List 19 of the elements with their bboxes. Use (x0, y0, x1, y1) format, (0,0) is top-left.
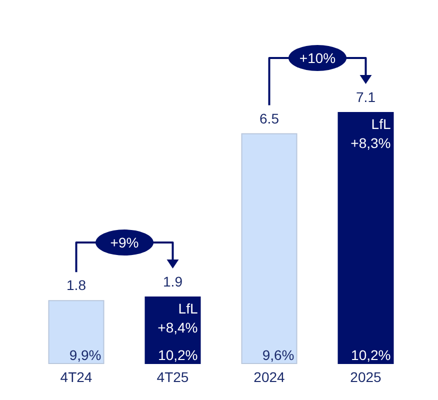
annotation: 9,6% (262, 347, 294, 363)
x-tick-label: 2025 (350, 369, 382, 385)
bar (338, 112, 394, 364)
text: +10% (299, 50, 336, 66)
annotation: LfL +8,4% (158, 300, 198, 336)
annotation: 10,2% (351, 347, 391, 363)
data-label: 7.1 (356, 88, 376, 105)
annotation: 10,2% (158, 347, 198, 363)
x-tick-label: 2024 (254, 369, 286, 385)
bar (48, 300, 104, 364)
annotation: +9% (110, 234, 139, 251)
data-label: 1.9 (163, 274, 183, 290)
annotation: LfL +8,3% (350, 116, 391, 151)
x-tick-label: 4T25 (156, 369, 189, 385)
bar (241, 133, 298, 364)
x-tick-label: 4T24 (60, 369, 92, 385)
data-label: 1.8 (66, 277, 86, 294)
data-label: 6.5 (260, 110, 280, 126)
annotation: 9,9% (69, 347, 102, 363)
